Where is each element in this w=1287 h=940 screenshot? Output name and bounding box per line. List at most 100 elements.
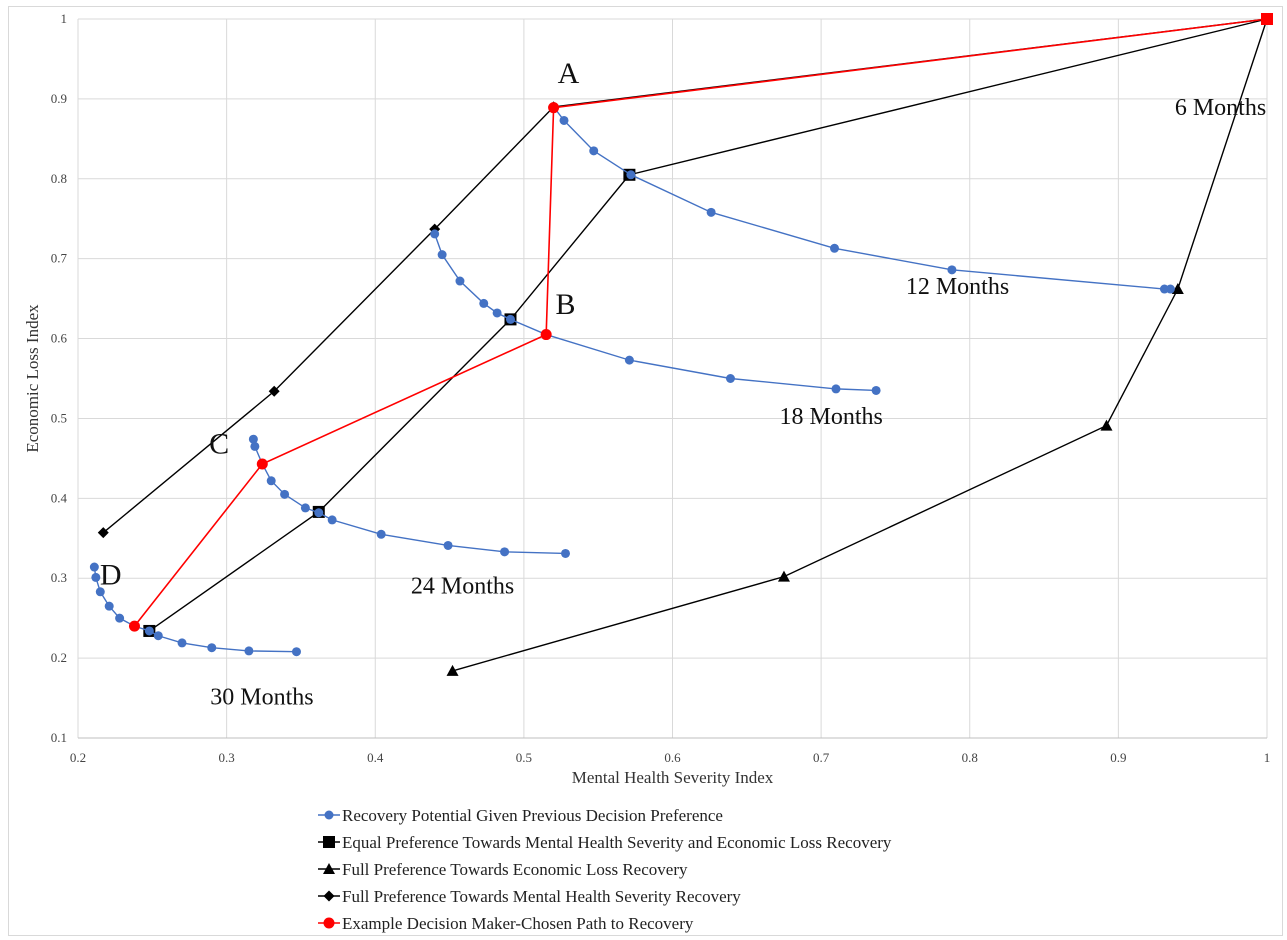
data-point — [327, 515, 337, 525]
data-point — [104, 601, 114, 611]
data-point — [244, 646, 254, 656]
y-tick-label: 0.3 — [51, 570, 67, 585]
data-point — [376, 529, 386, 539]
annotation: A — [558, 57, 580, 90]
data-point — [830, 243, 840, 253]
series-line — [252, 439, 566, 555]
data-point — [492, 308, 502, 318]
data-point — [266, 476, 276, 486]
series-line — [93, 566, 297, 653]
data-point — [250, 441, 260, 451]
data-point — [95, 587, 105, 597]
annotation: D — [100, 559, 122, 592]
x-tick-label: 0.2 — [70, 750, 86, 765]
annotation: C — [209, 428, 229, 461]
series-line — [553, 106, 1171, 290]
data-point — [207, 643, 217, 653]
data-point — [128, 620, 140, 632]
series-2 — [446, 18, 1268, 676]
series-line — [102, 18, 1268, 534]
legend-marker — [323, 836, 335, 848]
data-point — [626, 170, 636, 180]
annotation: 30 Months — [210, 684, 313, 710]
legend-entry: Full Preference Towards Economic Loss Re… — [318, 860, 688, 879]
x-tick-label: 0.5 — [516, 750, 532, 765]
y-tick-label: 1 — [61, 11, 68, 26]
data-point — [624, 355, 634, 365]
series-0 — [89, 102, 1175, 657]
data-point — [1100, 419, 1113, 431]
data-point — [300, 503, 310, 513]
legend-label: Full Preference Towards Mental Health Se… — [342, 887, 741, 906]
x-tick-label: 0.6 — [664, 750, 681, 765]
data-point — [947, 265, 957, 275]
y-tick-label: 0.1 — [51, 730, 67, 745]
data-point — [91, 572, 101, 582]
data-point — [144, 626, 154, 636]
legend-entry: Recovery Potential Given Previous Decisi… — [318, 806, 723, 825]
legend-entry: Equal Preference Towards Mental Health S… — [318, 833, 892, 852]
series-1 — [143, 18, 1268, 637]
data-point — [280, 489, 290, 499]
data-point — [706, 207, 716, 217]
data-point — [1165, 284, 1175, 294]
data-point — [443, 540, 453, 550]
data-point — [256, 458, 268, 470]
data-point — [455, 276, 465, 286]
data-point — [89, 562, 99, 572]
data-point — [777, 570, 790, 582]
y-tick-label: 0.7 — [51, 251, 68, 266]
x-axis-label: Mental Health Severity Index — [572, 768, 774, 787]
data-point — [1171, 283, 1184, 295]
annotation: 6 Months — [1175, 95, 1266, 121]
data-point — [437, 250, 447, 260]
data-point — [1261, 13, 1273, 25]
data-point — [725, 374, 735, 383]
data-point — [177, 638, 187, 648]
data-point — [153, 631, 163, 641]
data-point — [479, 298, 489, 308]
legend-label: Example Decision Maker-Chosen Path to Re… — [342, 914, 694, 933]
x-tick-label: 1 — [1264, 750, 1271, 765]
annotation: B — [555, 288, 575, 321]
legend-entry: Full Preference Towards Mental Health Se… — [318, 887, 741, 906]
legend-marker — [324, 810, 334, 820]
annotation: 12 Months — [906, 274, 1009, 300]
data-point — [505, 314, 515, 324]
annotations: A B C D 6 Months 12 Months 18 Months 24 Months 3… — [100, 57, 1266, 711]
series-4 — [128, 13, 1273, 632]
data-point — [115, 613, 125, 623]
annotation: 18 Months — [780, 404, 883, 430]
legend-label: Full Preference Towards Economic Loss Re… — [342, 860, 688, 879]
data-point — [831, 384, 841, 394]
legend-label: Equal Preference Towards Mental Health S… — [342, 833, 892, 852]
legend-marker — [323, 863, 335, 874]
legend-label: Recovery Potential Given Previous Decisi… — [342, 806, 723, 825]
series-line — [133, 18, 1268, 627]
annotation: 24 Months — [411, 573, 514, 599]
data-point — [268, 385, 280, 397]
series-layer — [89, 13, 1273, 676]
x-tick-label: 0.4 — [367, 750, 384, 765]
gridlines — [77, 18, 1268, 739]
data-point — [446, 664, 459, 676]
y-axis-label: Economic Loss Index — [23, 304, 42, 453]
chart-frame — [8, 6, 1283, 936]
series-line — [452, 18, 1268, 672]
data-point — [97, 527, 109, 539]
x-tick-label: 0.8 — [962, 750, 978, 765]
data-point — [559, 115, 569, 125]
y-tick-label: 0.8 — [51, 171, 67, 186]
y-tick-label: 0.6 — [51, 331, 68, 346]
x-tick-label: 0.3 — [219, 750, 235, 765]
y-tick-label: 0.5 — [51, 410, 67, 425]
series-line — [148, 18, 1268, 632]
data-point — [430, 229, 440, 239]
y-tick-label: 0.2 — [51, 650, 67, 665]
data-point — [291, 647, 301, 657]
data-point — [560, 548, 570, 558]
series-3 — [97, 18, 1268, 539]
legend: Recovery Potential Given Previous Decisi… — [318, 806, 892, 933]
data-point — [248, 434, 258, 444]
